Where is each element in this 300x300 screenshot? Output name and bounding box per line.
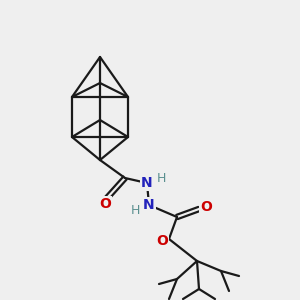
Text: O: O: [156, 234, 168, 248]
Text: O: O: [99, 197, 111, 211]
Text: H: H: [130, 203, 140, 217]
Text: O: O: [200, 200, 212, 214]
Text: N: N: [141, 176, 153, 190]
Text: N: N: [143, 198, 155, 212]
Text: H: H: [156, 172, 166, 184]
